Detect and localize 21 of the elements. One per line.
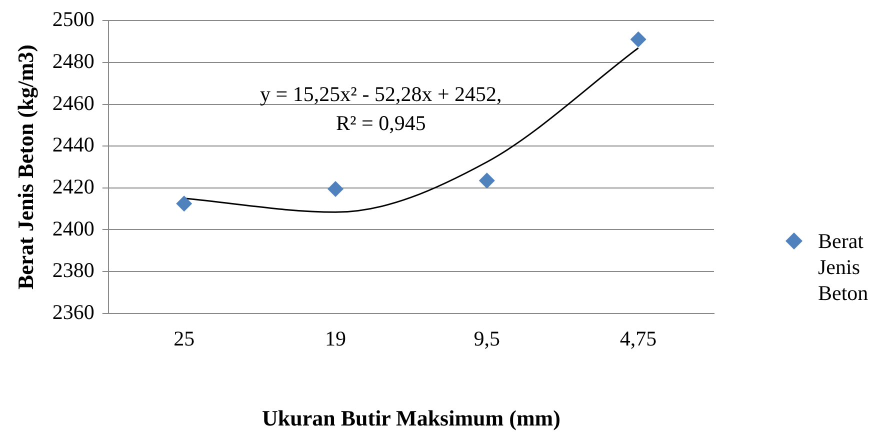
y-tick-label: 2480 <box>52 48 94 73</box>
y-tick-label: 2440 <box>52 132 94 157</box>
y-tick-label: 2460 <box>52 90 94 115</box>
y-axis-title: Berat Jenis Beton (kg/m3) <box>12 44 38 290</box>
y-tick-label: 2420 <box>52 174 94 198</box>
x-axis-title: Ukuran Butir Maksimum (mm) <box>262 405 560 430</box>
point <box>630 31 646 48</box>
x-tick-label: 19 <box>325 326 346 351</box>
y-tick-label: 2380 <box>52 258 94 282</box>
y-tick-label: 2360 <box>52 300 94 324</box>
annotation: R² = 0,945 <box>336 111 426 136</box>
y-tick-label: 2500 <box>52 7 94 32</box>
point <box>328 180 344 197</box>
point <box>478 172 495 189</box>
x-tick-label: 25 <box>174 326 195 351</box>
x-tick-label: 4,75 <box>620 326 657 351</box>
y-tick-label: 2400 <box>52 216 94 240</box>
x-tick-label: 9,5 <box>474 326 500 351</box>
annotation: y = 15,25x² - 52,28x + 2452, <box>260 82 502 106</box>
point <box>176 196 192 212</box>
legend-label: Berat Jenis Beton <box>818 228 870 306</box>
